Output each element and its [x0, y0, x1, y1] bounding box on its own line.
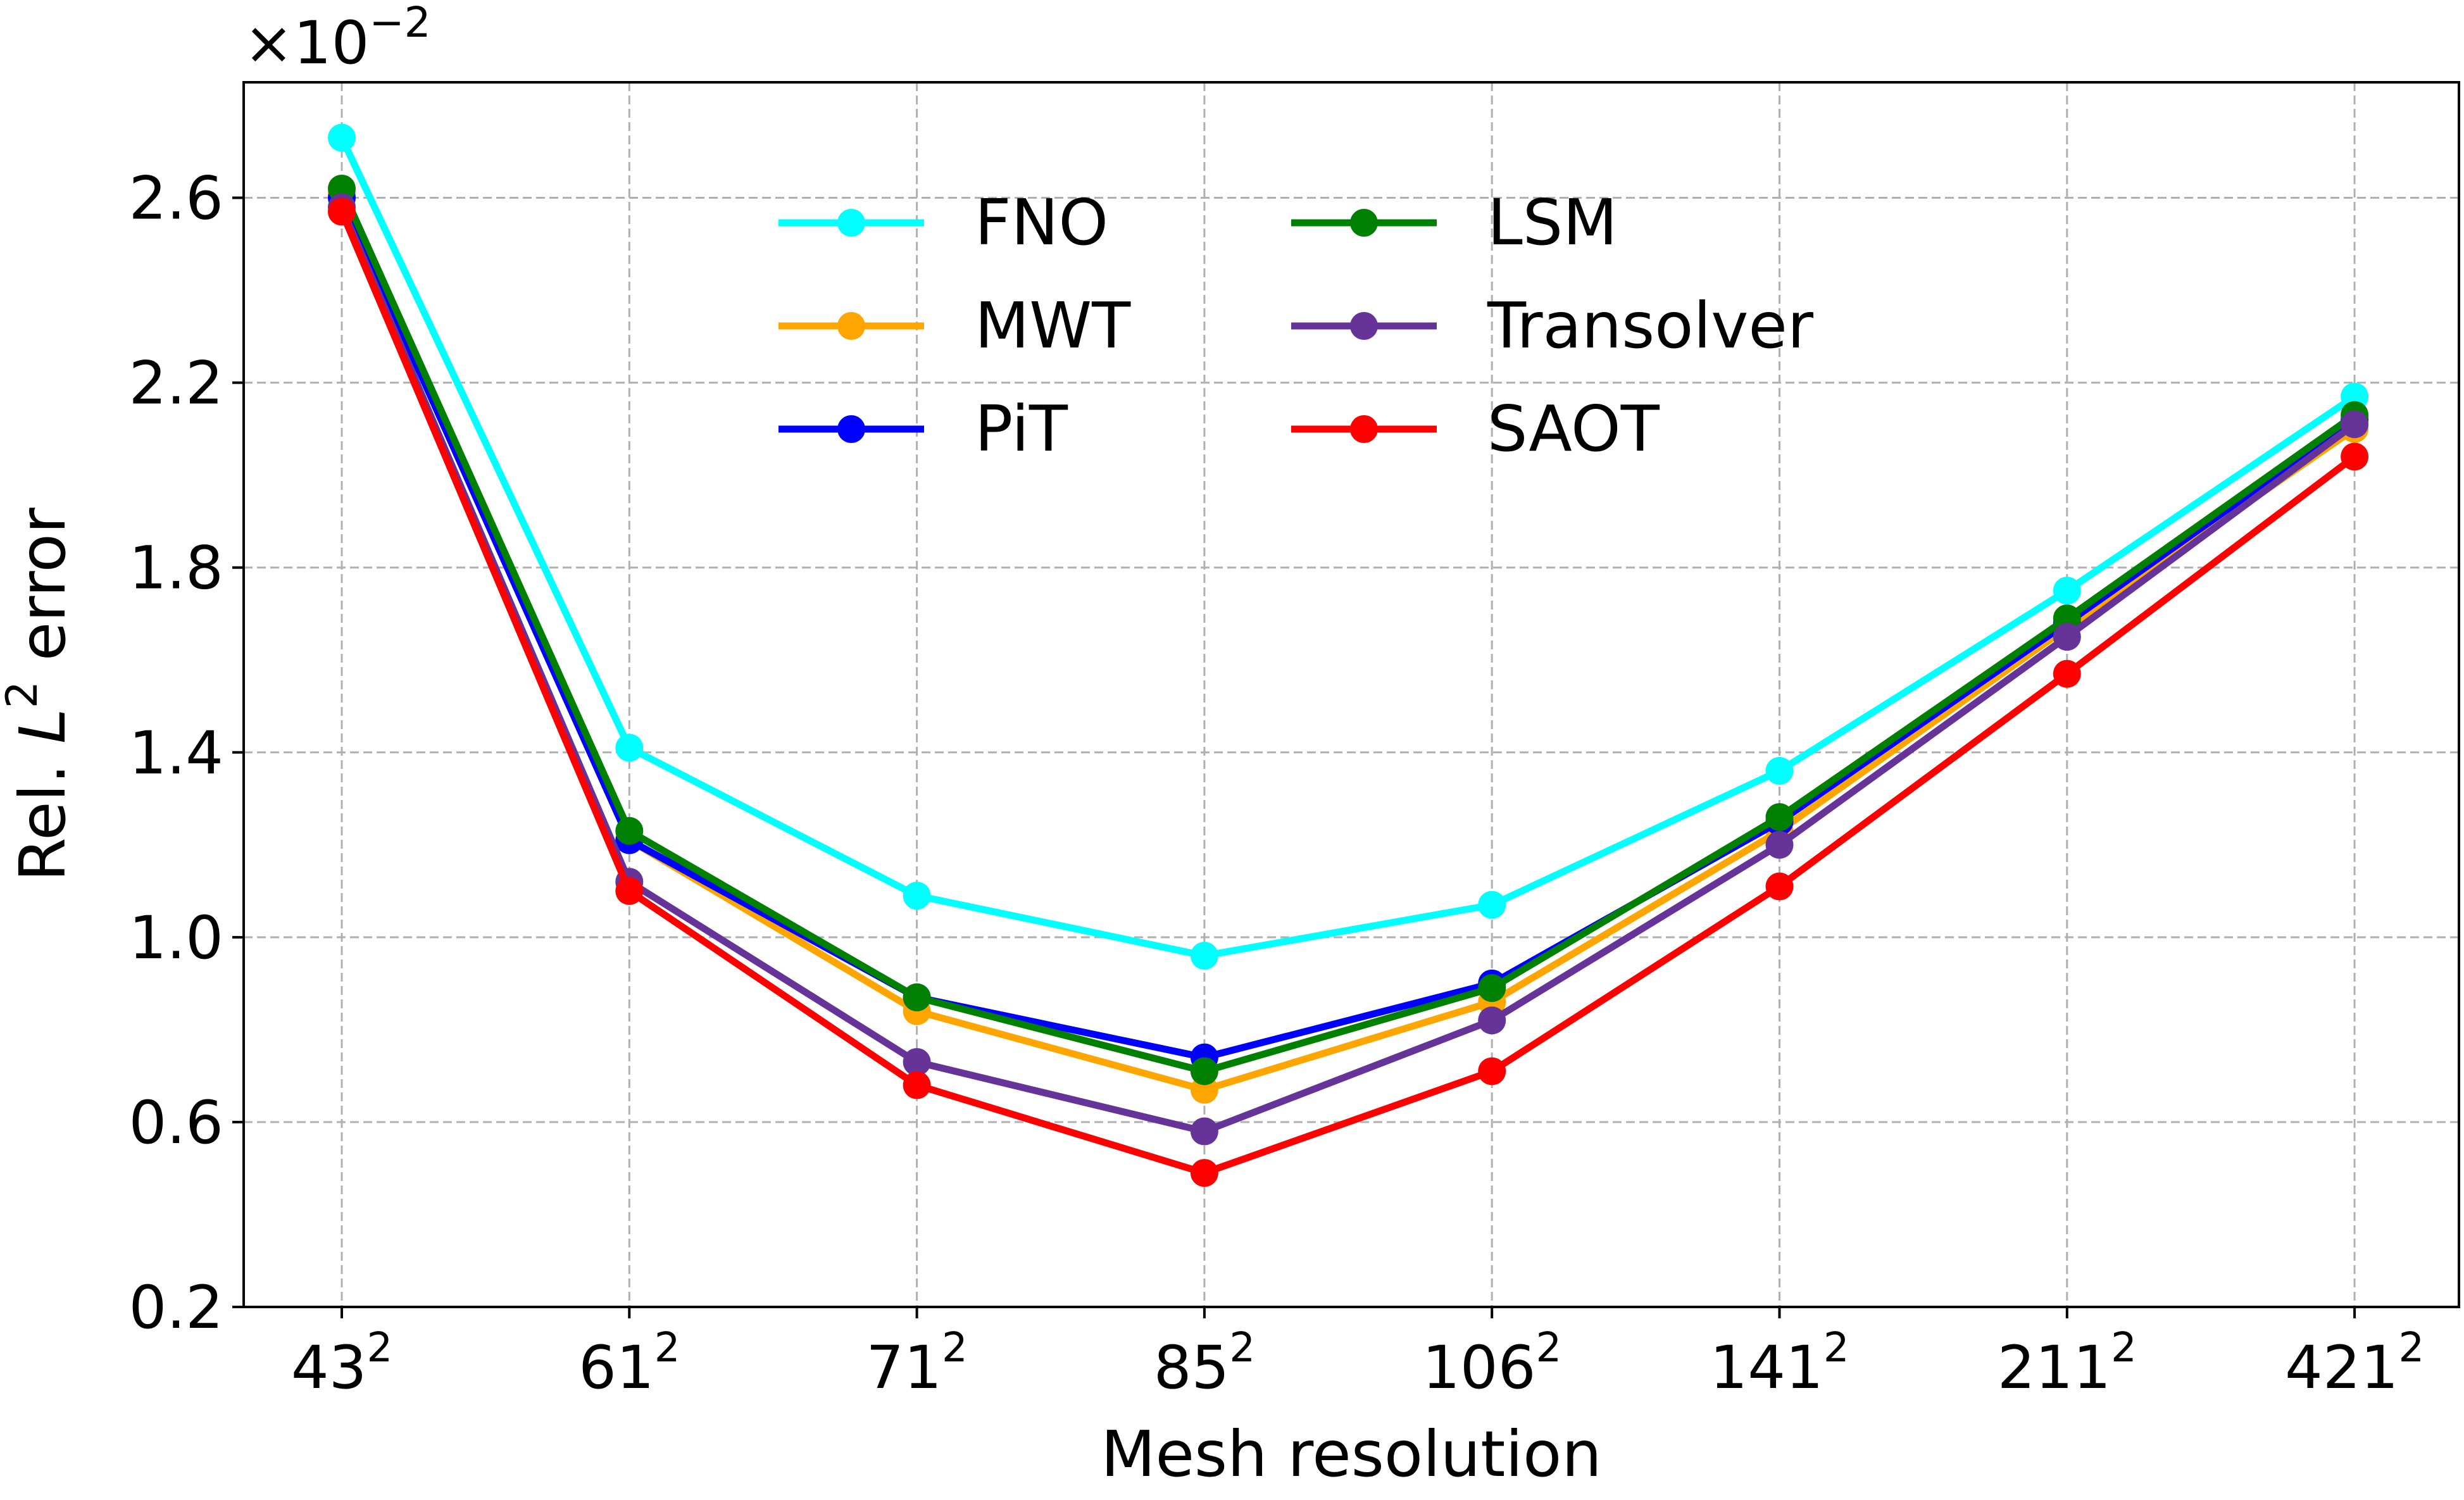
series-line: [338, 210, 2357, 1177]
y-tick-label: 0.6: [129, 1089, 224, 1158]
data-point: [903, 1071, 931, 1099]
data-point: [615, 877, 644, 905]
data-point: [1190, 942, 1218, 970]
data-point: [2053, 577, 2081, 605]
data-point: [1190, 1057, 1218, 1085]
data-point: [903, 1048, 931, 1076]
data-point: [903, 983, 931, 1011]
series-line: [338, 187, 2357, 1075]
legend-item-lsm: LSM: [1291, 185, 1617, 259]
legend-marker: [837, 312, 865, 340]
data-point: [1765, 756, 1794, 785]
y-tick-label: 0.2: [129, 1273, 224, 1342]
data-point: [2341, 410, 2369, 439]
y-scale-factor: ×10−2: [244, 0, 431, 78]
data-point: [1190, 1117, 1218, 1146]
data-point: [1478, 974, 1506, 1003]
y-tick-label: 1.0: [129, 904, 224, 973]
y-axis-label: Rel. L2 error: [0, 507, 80, 882]
data-point: [1478, 1057, 1506, 1085]
legend: FNO MWT PiT LSM Transolver SAOT: [779, 185, 1814, 466]
y-tick-label: 1.8: [129, 534, 224, 603]
x-tick-label: 712: [866, 1325, 967, 1403]
data-point: [615, 816, 644, 845]
data-point: [615, 734, 644, 762]
legend-item-mwt: MWT: [779, 289, 1131, 363]
legend-label: LSM: [1487, 185, 1617, 259]
plot-frame: [242, 81, 2460, 1308]
data-point: [2341, 442, 2369, 471]
x-tick-label: 1062: [1422, 1325, 1561, 1403]
data-point: [1478, 1006, 1506, 1035]
legend-marker: [837, 415, 865, 443]
x-tick-label: 2112: [1998, 1325, 2137, 1403]
data-point: [1765, 872, 1794, 901]
legend-marker: [837, 209, 865, 237]
legend-marker: [1350, 312, 1378, 340]
data-point: [1190, 1159, 1218, 1187]
x-tick-label: 432: [291, 1325, 392, 1403]
y-tick-label: 2.2: [129, 349, 224, 418]
legend-label: PiT: [975, 392, 1068, 466]
legend-item-pit: PiT: [779, 392, 1068, 466]
data-point: [1478, 891, 1506, 919]
data-point: [2053, 659, 2081, 688]
data-point: [1765, 830, 1794, 859]
x-axis-label: Mesh resolution: [1101, 1417, 1602, 1491]
data-point: [1765, 803, 1794, 831]
legend-label: FNO: [975, 185, 1108, 259]
series-line: [339, 136, 2357, 959]
y-tick-label: 1.4: [129, 719, 224, 788]
data-point: [328, 123, 356, 152]
legend-marker: [1350, 209, 1378, 237]
legend-marker: [1350, 415, 1378, 443]
y-tick-label: 2.6: [129, 165, 224, 234]
data-point: [328, 197, 356, 226]
series-line: [338, 196, 2357, 1061]
series-saot: [328, 197, 2369, 1187]
legend-label: MWT: [975, 289, 1131, 363]
series-lines: [328, 123, 2369, 1187]
legend-item-transolver: Transolver: [1291, 289, 1814, 363]
legend-item-saot: SAOT: [1291, 392, 1660, 466]
x-tick-label: 852: [1154, 1325, 1255, 1403]
x-tick-label: 4212: [2285, 1325, 2424, 1403]
legend-item-fno: FNO: [779, 185, 1108, 259]
series-line: [338, 205, 2357, 1135]
x-tick-label: 612: [578, 1325, 680, 1403]
data-point: [903, 882, 931, 910]
data-point: [2053, 623, 2081, 651]
x-tick-label: 1412: [1710, 1325, 1849, 1403]
legend-label: SAOT: [1487, 392, 1660, 466]
legend-label: Transolver: [1487, 289, 1814, 363]
